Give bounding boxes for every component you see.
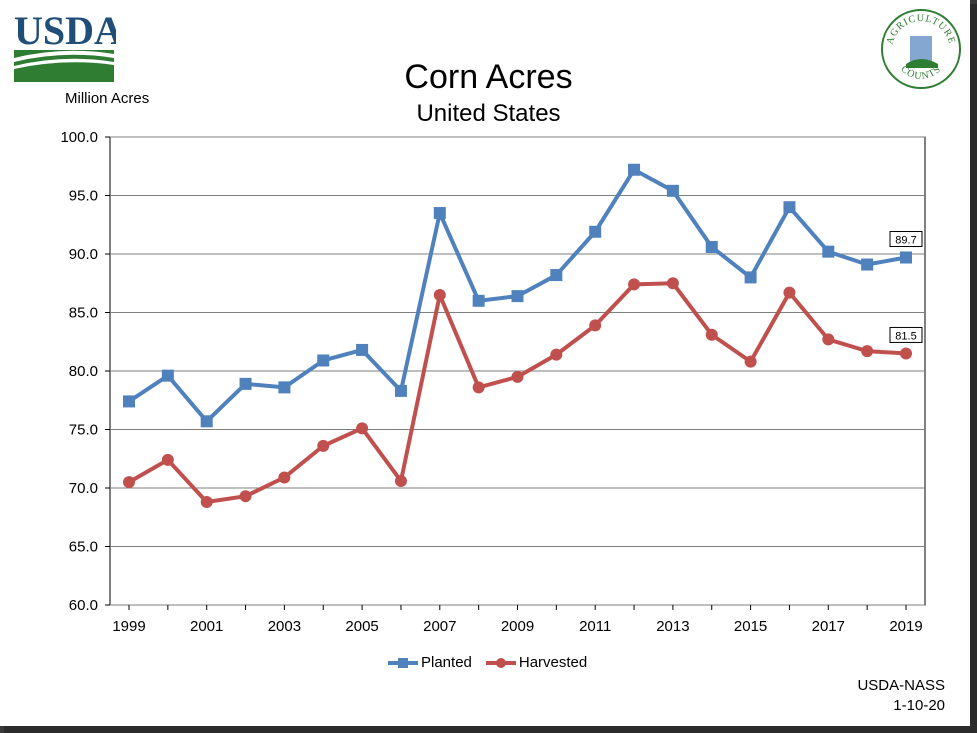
usda-logo-stripe-2: [14, 58, 114, 69]
data-label-text: 81.5: [895, 330, 916, 342]
x-tick-label: 2003: [268, 618, 301, 635]
source-note: USDA-NASS 1-10-20: [857, 676, 945, 716]
x-tick-label: 2015: [734, 618, 767, 635]
data-point-harvested: [278, 471, 291, 484]
data-point-planted: [472, 294, 485, 307]
svg-text:COUNTS: COUNTS: [898, 64, 943, 82]
data-label-box: [889, 326, 923, 343]
data-point-harvested: [239, 490, 252, 503]
x-tick-label: 2017: [812, 618, 845, 635]
data-point-harvested: [861, 345, 874, 358]
data-point-planted: [433, 207, 446, 220]
grid-layer: [109, 136, 926, 606]
data-point-harvested: [161, 453, 174, 466]
source-text: USDA-NASS: [857, 677, 945, 694]
y-tick-label: 75.0: [69, 422, 98, 439]
data-point-planted: [511, 290, 524, 303]
data-point-harvested: [783, 286, 796, 299]
x-tick-label: 1999: [112, 618, 145, 635]
y-tick-label: 60.0: [69, 597, 98, 614]
data-point-planted: [900, 251, 912, 264]
usda-logo: USDA: [14, 10, 116, 82]
source-date: 1-10-20: [893, 697, 945, 714]
ag-logo-bottom-text: COUNTS: [898, 64, 942, 82]
data-point-harvested: [200, 496, 213, 509]
x-tick-label: 2005: [345, 618, 378, 635]
y-tick-label: 100.0: [60, 129, 98, 146]
data-label-harvested: 81.5: [889, 326, 923, 343]
data-point-planted: [705, 240, 718, 253]
data-point-harvested: [900, 347, 912, 360]
data-label-box: [889, 231, 923, 248]
data-point-planted: [550, 269, 563, 282]
y-tick-label: 65.0: [69, 539, 98, 556]
x-tick-label: 2007: [423, 618, 456, 635]
data-point-harvested: [433, 288, 446, 301]
data-point-planted: [161, 369, 174, 382]
data-point-harvested: [394, 474, 407, 487]
legend-label-harvested: Harvested: [518, 654, 588, 671]
data-point-harvested: [356, 422, 369, 435]
data-point-harvested: [628, 278, 641, 291]
data-point-planted: [822, 245, 835, 258]
y-tick-label: 80.0: [69, 363, 98, 380]
legend-item-harvested: Harvested: [485, 654, 588, 671]
ag-logo-building: [910, 36, 932, 62]
data-point-planted: [628, 163, 641, 176]
data-label-text: 89.7: [895, 235, 916, 247]
axis-layer: 60.0 65.0 70.0 75.0 80.0 85.0 90.0 95.0 100.0 199…: [60, 129, 922, 635]
x-tick-label: 2011: [579, 618, 611, 635]
data-label-planted: 89.7: [889, 231, 923, 248]
chart-title: Corn Acres: [404, 58, 573, 96]
label-layer: 89.7 81.5: [889, 231, 923, 343]
x-tick-label: 2019: [889, 618, 922, 635]
data-point-planted: [666, 184, 679, 197]
data-point-planted: [123, 395, 135, 408]
legend-swatch-planted: [388, 657, 418, 669]
data-point-harvested: [744, 355, 757, 368]
data-point-planted: [783, 201, 796, 214]
data-point-harvested: [666, 277, 679, 290]
data-point-harvested: [317, 439, 330, 452]
agriculture-counts-logo: AGRICULTURE COUNTS: [881, 9, 961, 89]
data-point-harvested: [123, 476, 135, 489]
y-tick-label: 70.0: [69, 480, 98, 497]
data-point-planted: [278, 381, 291, 394]
legend-label-planted: Planted: [421, 654, 472, 671]
data-point-planted: [744, 271, 757, 284]
series-layer: [123, 163, 912, 509]
legend-item-planted: Planted: [388, 654, 472, 671]
ag-logo-field: [906, 59, 938, 68]
data-point-planted: [356, 343, 369, 356]
data-point-planted: [861, 258, 874, 271]
data-point-harvested: [472, 381, 485, 394]
data-point-harvested: [705, 328, 718, 341]
data-point-harvested: [822, 333, 835, 346]
y-tick-label: 95.0: [69, 188, 98, 205]
data-point-planted: [394, 384, 407, 397]
y-tick-label: 90.0: [69, 246, 98, 263]
usda-logo-stripe-1: [14, 50, 114, 62]
data-point-planted: [239, 377, 252, 390]
x-tick-label: 2001: [190, 618, 223, 635]
data-point-harvested: [550, 348, 563, 361]
slide-shadow-bottom: [4, 726, 977, 733]
x-tick-label: 2013: [656, 618, 689, 635]
legend: Planted Harvested: [388, 654, 601, 671]
chart-subtitle: United States: [416, 100, 561, 127]
data-point-harvested: [589, 319, 602, 332]
y-axis-label: Million Acres: [65, 90, 150, 107]
data-point-planted: [317, 354, 330, 367]
slide-shadow-right: [970, 4, 977, 733]
usda-logo-text: USDA: [14, 10, 116, 53]
series-line-harvested: [128, 281, 907, 505]
data-point-planted: [589, 225, 602, 238]
x-tick-label: 2009: [501, 618, 534, 635]
y-tick-label: 85.0: [69, 305, 98, 322]
data-point-planted: [200, 415, 213, 428]
data-point-harvested: [511, 370, 524, 383]
legend-swatch-harvested: [485, 657, 516, 669]
